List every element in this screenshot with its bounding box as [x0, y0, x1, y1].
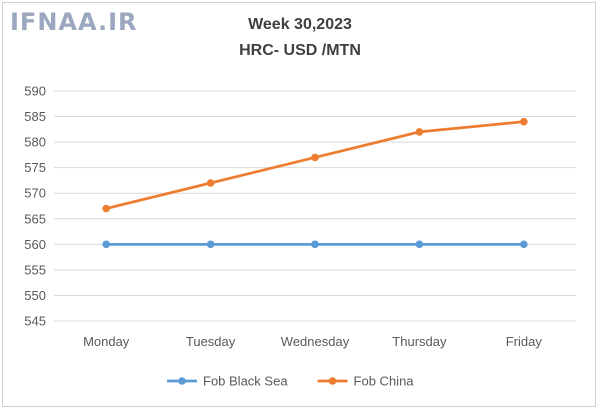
data-point-fob-china-0 [102, 204, 110, 213]
x-axis-ticks: Monday Tuesday Wednesday Thursday Friday [83, 334, 542, 349]
x-tick-label-wednesday: Wednesday [281, 334, 350, 349]
data-point-fob-black-sea-3 [415, 240, 424, 249]
data-point-fob-china-1 [206, 179, 215, 187]
chart-title: Week 30,2023 [248, 16, 352, 33]
legend: Fob Black Sea Fob China [167, 374, 414, 389]
data-point-fob-china-4 [520, 117, 528, 126]
y-tick-label-570: 570 [24, 186, 46, 201]
y-tick-label-560: 560 [24, 237, 46, 252]
x-tick-label-thursday: Thursday [392, 334, 447, 349]
y-tick-label-565: 565 [24, 211, 46, 226]
data-point-fob-black-sea-4 [520, 240, 528, 249]
legend-label-fob-china: Fob China [354, 374, 415, 389]
data-point-fob-china-3 [415, 128, 424, 136]
y-tick-label-585: 585 [24, 109, 46, 124]
y-tick-label-550: 550 [24, 288, 46, 303]
chart-title-block: Week 30,2023 HRC- USD /MTN [0, 12, 600, 64]
series-line-fob-china [104, 120, 526, 210]
y-tick-label-575: 575 [24, 160, 46, 175]
legend-marker-fob-china [328, 377, 337, 385]
x-tick-label-monday: Monday [83, 334, 130, 349]
chart-subtitle: HRC- USD /MTN [239, 42, 361, 59]
data-point-fob-black-sea-1 [206, 240, 215, 249]
x-tick-label-tuesday: Tuesday [186, 334, 236, 349]
data-point-fob-black-sea-2 [311, 240, 319, 249]
y-tick-label-555: 555 [24, 262, 46, 277]
series-lines [102, 117, 528, 249]
chart-frame [2, 2, 596, 407]
y-tick-label-580: 580 [24, 135, 46, 150]
x-tick-label-friday: Friday [506, 334, 543, 349]
y-axis-ticks: 545 550 555 560 565 570 575 580 585 590 [24, 84, 46, 329]
legend-marker-fob-black-sea [178, 377, 186, 385]
legend-label-fob-black-sea: Fob Black Sea [203, 374, 288, 389]
watermark-logo: IFNAA.IR [10, 8, 138, 36]
y-tick-label-545: 545 [24, 314, 46, 329]
data-point-fob-black-sea-0 [102, 240, 110, 249]
y-tick-label-590: 590 [24, 84, 46, 99]
data-point-fob-china-2 [311, 153, 319, 162]
